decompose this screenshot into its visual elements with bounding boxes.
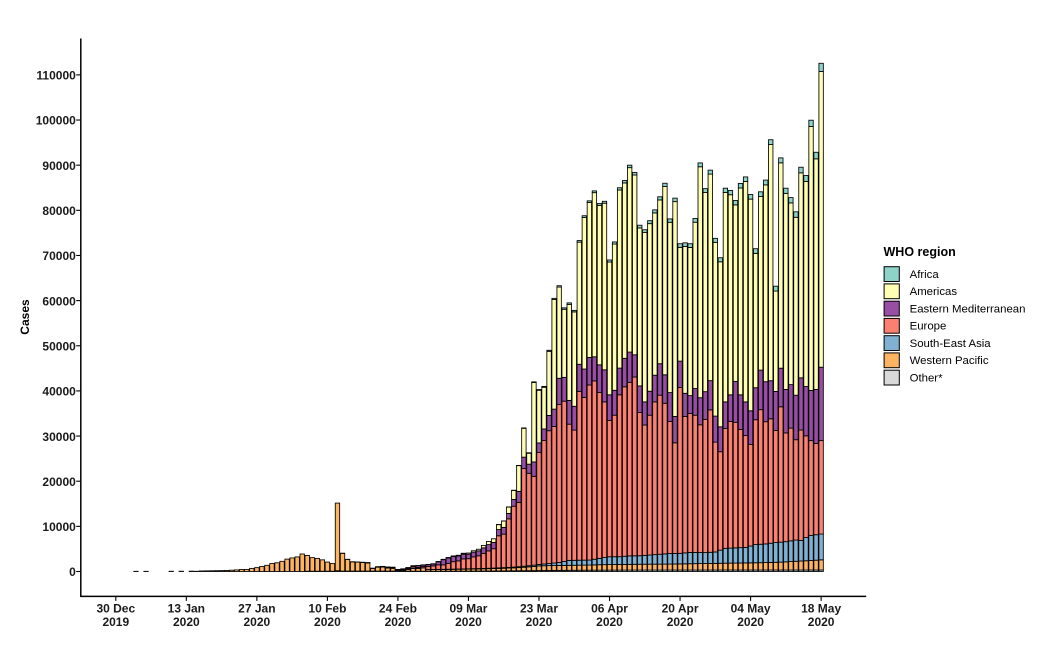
svg-text:0: 0 — [69, 565, 76, 579]
svg-text:Western Pacific: Western Pacific — [910, 355, 989, 367]
svg-text:2020: 2020 — [808, 615, 835, 629]
svg-text:Americas: Americas — [910, 286, 958, 298]
svg-text:18 May: 18 May — [801, 601, 841, 615]
svg-text:2019: 2019 — [102, 615, 129, 629]
svg-text:2020: 2020 — [455, 615, 482, 629]
svg-text:110000: 110000 — [36, 69, 76, 83]
svg-text:90000: 90000 — [42, 159, 76, 173]
svg-text:2020: 2020 — [244, 615, 271, 629]
svg-text:80000: 80000 — [42, 204, 76, 218]
svg-text:10 Feb: 10 Feb — [308, 601, 346, 615]
svg-text:South-East Asia: South-East Asia — [910, 338, 992, 350]
svg-text:Europe: Europe — [910, 321, 947, 333]
svg-text:2020: 2020 — [173, 615, 200, 629]
svg-text:Africa: Africa — [910, 269, 940, 281]
svg-text:2020: 2020 — [526, 615, 553, 629]
svg-text:04 May: 04 May — [731, 601, 771, 615]
svg-text:70000: 70000 — [42, 249, 76, 263]
svg-text:20000: 20000 — [42, 475, 76, 489]
svg-text:09 Mar: 09 Mar — [449, 601, 487, 615]
svg-text:13 Jan: 13 Jan — [168, 601, 205, 615]
svg-text:2020: 2020 — [667, 615, 694, 629]
svg-text:Cases: Cases — [18, 299, 32, 335]
svg-text:100000: 100000 — [36, 114, 76, 128]
svg-text:Eastern Mediterranean: Eastern Mediterranean — [910, 303, 1026, 315]
svg-text:06 Apr: 06 Apr — [591, 601, 628, 615]
svg-text:60000: 60000 — [42, 294, 76, 308]
svg-text:30000: 30000 — [42, 430, 76, 444]
svg-text:20 Apr: 20 Apr — [662, 601, 699, 615]
svg-text:50000: 50000 — [42, 339, 76, 353]
svg-text:2020: 2020 — [596, 615, 623, 629]
svg-text:23 Mar: 23 Mar — [520, 601, 558, 615]
svg-text:27 Jan: 27 Jan — [238, 601, 275, 615]
svg-text:24 Feb: 24 Feb — [379, 601, 417, 615]
svg-text:10000: 10000 — [42, 520, 76, 534]
svg-text:2020: 2020 — [314, 615, 341, 629]
svg-text:2020: 2020 — [737, 615, 764, 629]
svg-text:40000: 40000 — [42, 385, 76, 399]
svg-text:2020: 2020 — [385, 615, 412, 629]
svg-text:WHO region: WHO region — [884, 245, 956, 259]
svg-text:30 Dec: 30 Dec — [96, 601, 135, 615]
svg-text:Other*: Other* — [910, 372, 943, 384]
